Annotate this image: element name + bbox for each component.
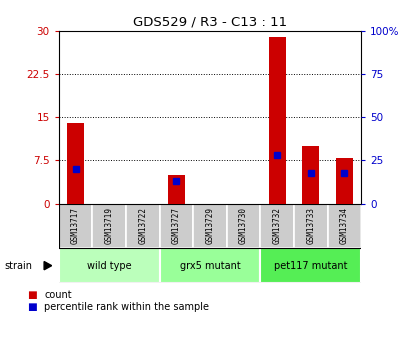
Bar: [126, 204, 160, 248]
Bar: [260, 204, 294, 248]
Text: GSM13719: GSM13719: [105, 207, 114, 245]
Bar: [269, 37, 286, 204]
Bar: [92, 204, 126, 248]
Bar: [59, 204, 92, 248]
Bar: [67, 123, 84, 204]
Text: GSM13733: GSM13733: [306, 207, 315, 245]
Bar: [227, 204, 260, 248]
Text: percentile rank within the sample: percentile rank within the sample: [44, 302, 209, 312]
Text: pet117 mutant: pet117 mutant: [274, 261, 348, 270]
Text: wild type: wild type: [87, 261, 131, 270]
Text: GSM13732: GSM13732: [273, 207, 282, 245]
Bar: [260, 248, 361, 283]
Polygon shape: [44, 262, 52, 270]
Text: GSM13722: GSM13722: [138, 207, 147, 245]
Bar: [160, 204, 193, 248]
Text: grx5 mutant: grx5 mutant: [180, 261, 240, 270]
Bar: [59, 248, 160, 283]
Bar: [302, 146, 319, 204]
Text: ■: ■: [27, 302, 37, 312]
Text: GDS529 / R3 - C13 : 11: GDS529 / R3 - C13 : 11: [133, 16, 287, 29]
Text: ■: ■: [27, 290, 37, 300]
Text: GSM13729: GSM13729: [205, 207, 215, 245]
Text: GSM13734: GSM13734: [340, 207, 349, 245]
Bar: [294, 204, 328, 248]
Bar: [160, 248, 260, 283]
Bar: [328, 204, 361, 248]
Text: GSM13727: GSM13727: [172, 207, 181, 245]
Text: count: count: [44, 290, 72, 300]
Text: strain: strain: [4, 261, 32, 270]
Bar: [336, 158, 353, 204]
Text: GSM13730: GSM13730: [239, 207, 248, 245]
Bar: [193, 204, 227, 248]
Text: GSM13717: GSM13717: [71, 207, 80, 245]
Bar: [168, 175, 185, 204]
